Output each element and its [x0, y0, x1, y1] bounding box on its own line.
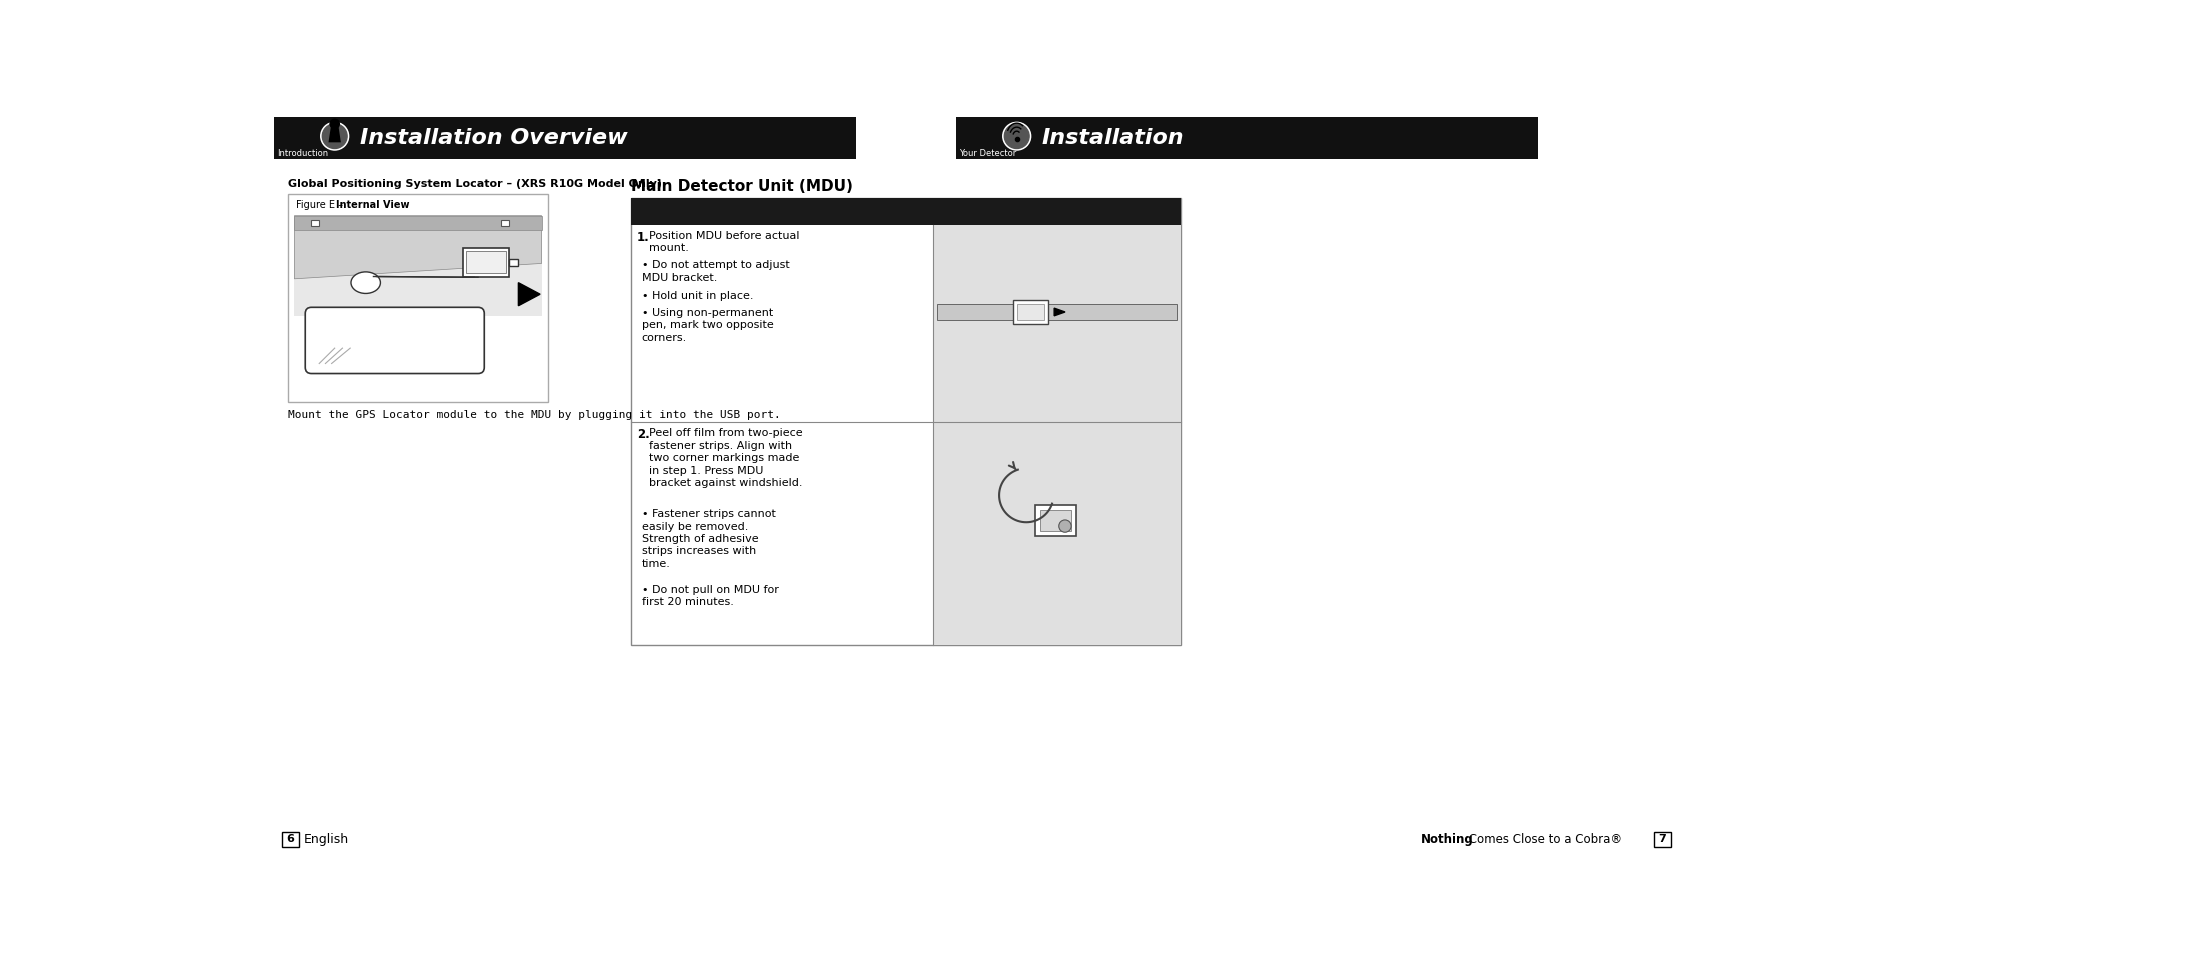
Text: Peel off film from two-piece
fastener strips. Align with
two corner markings mad: Peel off film from two-piece fastener st…	[649, 428, 803, 488]
Circle shape	[1005, 124, 1029, 148]
Text: Your Detector: Your Detector	[959, 149, 1016, 158]
Bar	[294, 216, 542, 316]
Bar	[1036, 506, 1075, 536]
Bar	[465, 251, 507, 272]
Bar	[1018, 305, 1044, 320]
Polygon shape	[518, 283, 540, 305]
Ellipse shape	[351, 272, 380, 294]
Bar	[274, 117, 360, 159]
Circle shape	[323, 124, 347, 148]
Bar	[274, 117, 856, 159]
Bar	[312, 220, 318, 225]
Text: 1.: 1.	[636, 231, 649, 244]
Bar	[287, 194, 548, 402]
Bar	[957, 117, 1042, 159]
Bar	[283, 832, 298, 847]
Text: Figure E –: Figure E –	[296, 200, 347, 210]
Text: 2.: 2.	[636, 428, 649, 441]
Text: Internal View: Internal View	[336, 200, 410, 210]
Text: • Hold unit in place.: • Hold unit in place.	[641, 291, 753, 302]
Bar	[957, 117, 1538, 159]
Circle shape	[1003, 122, 1031, 150]
Text: 7: 7	[1659, 834, 1665, 844]
Text: Position MDU before actual
mount.: Position MDU before actual mount.	[649, 231, 801, 253]
Text: Mount the GPS Locator module to the MDU by plugging it into the USB port.: Mount the GPS Locator module to the MDU …	[287, 410, 781, 420]
Bar	[630, 198, 1180, 224]
Bar	[1014, 301, 1049, 323]
Bar	[937, 305, 1178, 320]
Bar	[932, 224, 1180, 423]
Bar	[294, 216, 542, 229]
Text: Global Positioning System Locator – (XRS R10G Model Only): Global Positioning System Locator – (XRS…	[287, 179, 663, 188]
Polygon shape	[329, 127, 340, 142]
Circle shape	[320, 122, 349, 150]
Bar	[1040, 509, 1071, 532]
Bar	[500, 220, 509, 225]
Text: • Do not attempt to adjust
MDU bracket.: • Do not attempt to adjust MDU bracket.	[641, 261, 790, 283]
Circle shape	[329, 119, 340, 129]
Text: Main Detector Unit (MDU): Main Detector Unit (MDU)	[630, 179, 853, 193]
Bar	[932, 423, 1180, 644]
Text: Introduction: Introduction	[276, 149, 329, 158]
Text: 6: 6	[287, 834, 294, 844]
Text: • Do not pull on MDU for
first 20 minutes.: • Do not pull on MDU for first 20 minute…	[641, 585, 779, 607]
Text: English: English	[303, 833, 349, 846]
Text: Comes Close to a Cobra®: Comes Close to a Cobra®	[1466, 833, 1624, 846]
Bar	[630, 198, 1180, 644]
Text: Installation Overview: Installation Overview	[360, 128, 627, 148]
Text: • Fastener strips cannot
easily be removed.
Strength of adhesive
strips increase: • Fastener strips cannot easily be remov…	[641, 509, 774, 569]
Text: • Using non-permanent
pen, mark two opposite
corners.: • Using non-permanent pen, mark two oppo…	[641, 308, 772, 343]
Bar	[1654, 832, 1672, 847]
FancyBboxPatch shape	[305, 307, 485, 374]
Polygon shape	[1053, 308, 1064, 316]
Text: Nothing: Nothing	[1422, 833, 1474, 846]
Bar	[509, 259, 518, 266]
Text: Installation: Installation	[1042, 128, 1185, 148]
Bar	[463, 248, 509, 277]
Circle shape	[1060, 520, 1071, 532]
Polygon shape	[294, 216, 542, 279]
